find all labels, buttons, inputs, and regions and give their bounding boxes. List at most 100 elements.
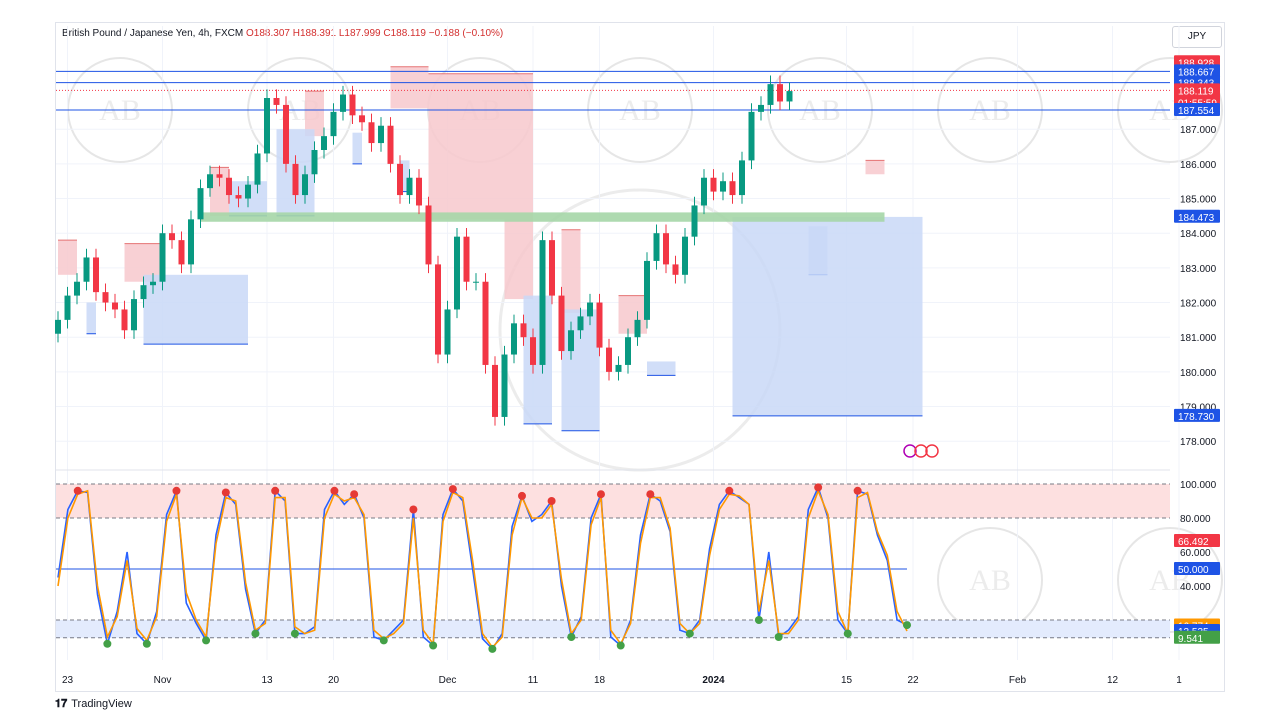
- supply-zone: [390, 66, 429, 109]
- time-tick-label: 12: [1107, 675, 1119, 686]
- axes-layer: 178.000179.000180.000181.000182.000183.0…: [62, 55, 1220, 686]
- overbought-signal-dot: [350, 490, 359, 499]
- supply-zone: [210, 167, 229, 216]
- candle: [207, 174, 213, 189]
- price-tick-label: 183.000: [1180, 264, 1217, 275]
- candle: [150, 281, 156, 286]
- candle: [615, 364, 622, 372]
- price-label-level-3: 187.554: [1178, 106, 1215, 117]
- candle: [340, 94, 346, 112]
- candle: [644, 260, 650, 320]
- currency-selector[interactable]: JPY: [1172, 26, 1222, 48]
- candle: [102, 292, 109, 303]
- zones-layer: [58, 66, 923, 432]
- oversold-signal-dot: [103, 639, 112, 648]
- candle: [397, 163, 403, 196]
- candle: [349, 94, 356, 116]
- candle: [482, 281, 489, 365]
- time-tick-label: Dec: [439, 675, 457, 686]
- candle: [606, 347, 612, 372]
- overbought-signal-dot: [330, 486, 339, 495]
- time-tick-label: 1: [1176, 675, 1182, 686]
- time-tick-label: 18: [594, 675, 606, 686]
- oversold-signal-dot: [567, 633, 576, 641]
- price-tick-label: 185.000: [1180, 195, 1217, 206]
- symbol-title: British Pound / Japanese Yen, 4h, FXCM: [62, 28, 244, 39]
- price-label-key-level: 184.473: [1178, 213, 1215, 224]
- demand-zone: [143, 274, 248, 345]
- demand-zone: [400, 160, 410, 192]
- overbought-signal-dot: [814, 483, 823, 492]
- candle: [283, 104, 289, 164]
- candle: [292, 163, 299, 196]
- price-label-support: 178.730: [1178, 412, 1215, 423]
- candle: [596, 302, 603, 348]
- price-label-support-bg: [1174, 408, 1220, 422]
- stoch-k-label: 66.492: [1178, 537, 1209, 548]
- demand-zone: [352, 132, 362, 164]
- candles-layer: [55, 75, 793, 426]
- demand-zone: [86, 302, 96, 334]
- candle: [511, 323, 517, 355]
- oversold-signal-dot: [774, 633, 783, 641]
- candle: [121, 309, 128, 331]
- candle: [425, 205, 432, 265]
- overbought-signal-dot: [596, 490, 605, 499]
- candle: [264, 98, 270, 154]
- candle: [112, 302, 118, 310]
- candle: [254, 153, 261, 185]
- candle: [501, 354, 508, 417]
- watermark-text: AB: [799, 94, 841, 127]
- candle: [767, 84, 774, 105]
- oversold-signal-dot: [843, 629, 852, 638]
- oversold-signal-dot: [290, 629, 299, 638]
- levels-layer: [56, 70, 1170, 111]
- demand-zone: [647, 361, 676, 376]
- candle: [406, 177, 413, 196]
- candle: [169, 233, 175, 241]
- price-label-level-3-bg: [1174, 102, 1220, 116]
- candle: [634, 319, 641, 338]
- overbought-signal-dot: [725, 486, 734, 495]
- oversold-signal-dot: [754, 616, 763, 624]
- candle: [131, 299, 137, 331]
- candle: [786, 91, 793, 102]
- price-label-level-1-bg: [1174, 64, 1220, 78]
- tradingview-logo-icon: 𝟏𝟕: [55, 698, 68, 710]
- candle: [748, 111, 755, 161]
- symbol-legend: British Pound / Japanese Yen, 4h, FXCM O…: [62, 28, 503, 39]
- key-level-zone: [200, 212, 885, 222]
- chart-frame: [55, 22, 1225, 692]
- tradingview-brand: 𝟏𝟕 TradingView: [55, 698, 132, 711]
- oversold-signal-dot: [379, 636, 388, 645]
- stoch-oversold-label-bg: [1174, 630, 1220, 644]
- stoch-tick-label: 60.000: [1180, 548, 1211, 559]
- candle: [653, 233, 660, 261]
- candle: [549, 240, 555, 296]
- candle: [729, 181, 736, 196]
- time-tick-label: Feb: [1009, 675, 1027, 686]
- candle: [682, 236, 688, 275]
- candle: [577, 316, 584, 331]
- time-tick-label: 13: [261, 675, 273, 686]
- oversold-signal-dot: [429, 641, 438, 650]
- overbought-signal-dot: [221, 488, 230, 497]
- watermark-text: AB: [969, 564, 1011, 597]
- candle: [74, 281, 80, 296]
- candle: [216, 174, 223, 178]
- stoch-midline-label: 50.000: [1178, 565, 1209, 576]
- time-tick-label: 23: [62, 675, 74, 686]
- candle: [330, 111, 337, 137]
- price-label-upper: 188.928: [1178, 58, 1215, 69]
- candle: [188, 219, 194, 265]
- candle: [435, 264, 441, 355]
- candle: [463, 236, 470, 282]
- candle: [558, 295, 565, 352]
- candle: [197, 188, 204, 220]
- replay-icon: [903, 444, 917, 458]
- time-tick-label: Nov: [154, 675, 172, 686]
- candle: [359, 115, 365, 123]
- candle: [454, 236, 460, 310]
- oversold-signal-dot: [202, 636, 211, 645]
